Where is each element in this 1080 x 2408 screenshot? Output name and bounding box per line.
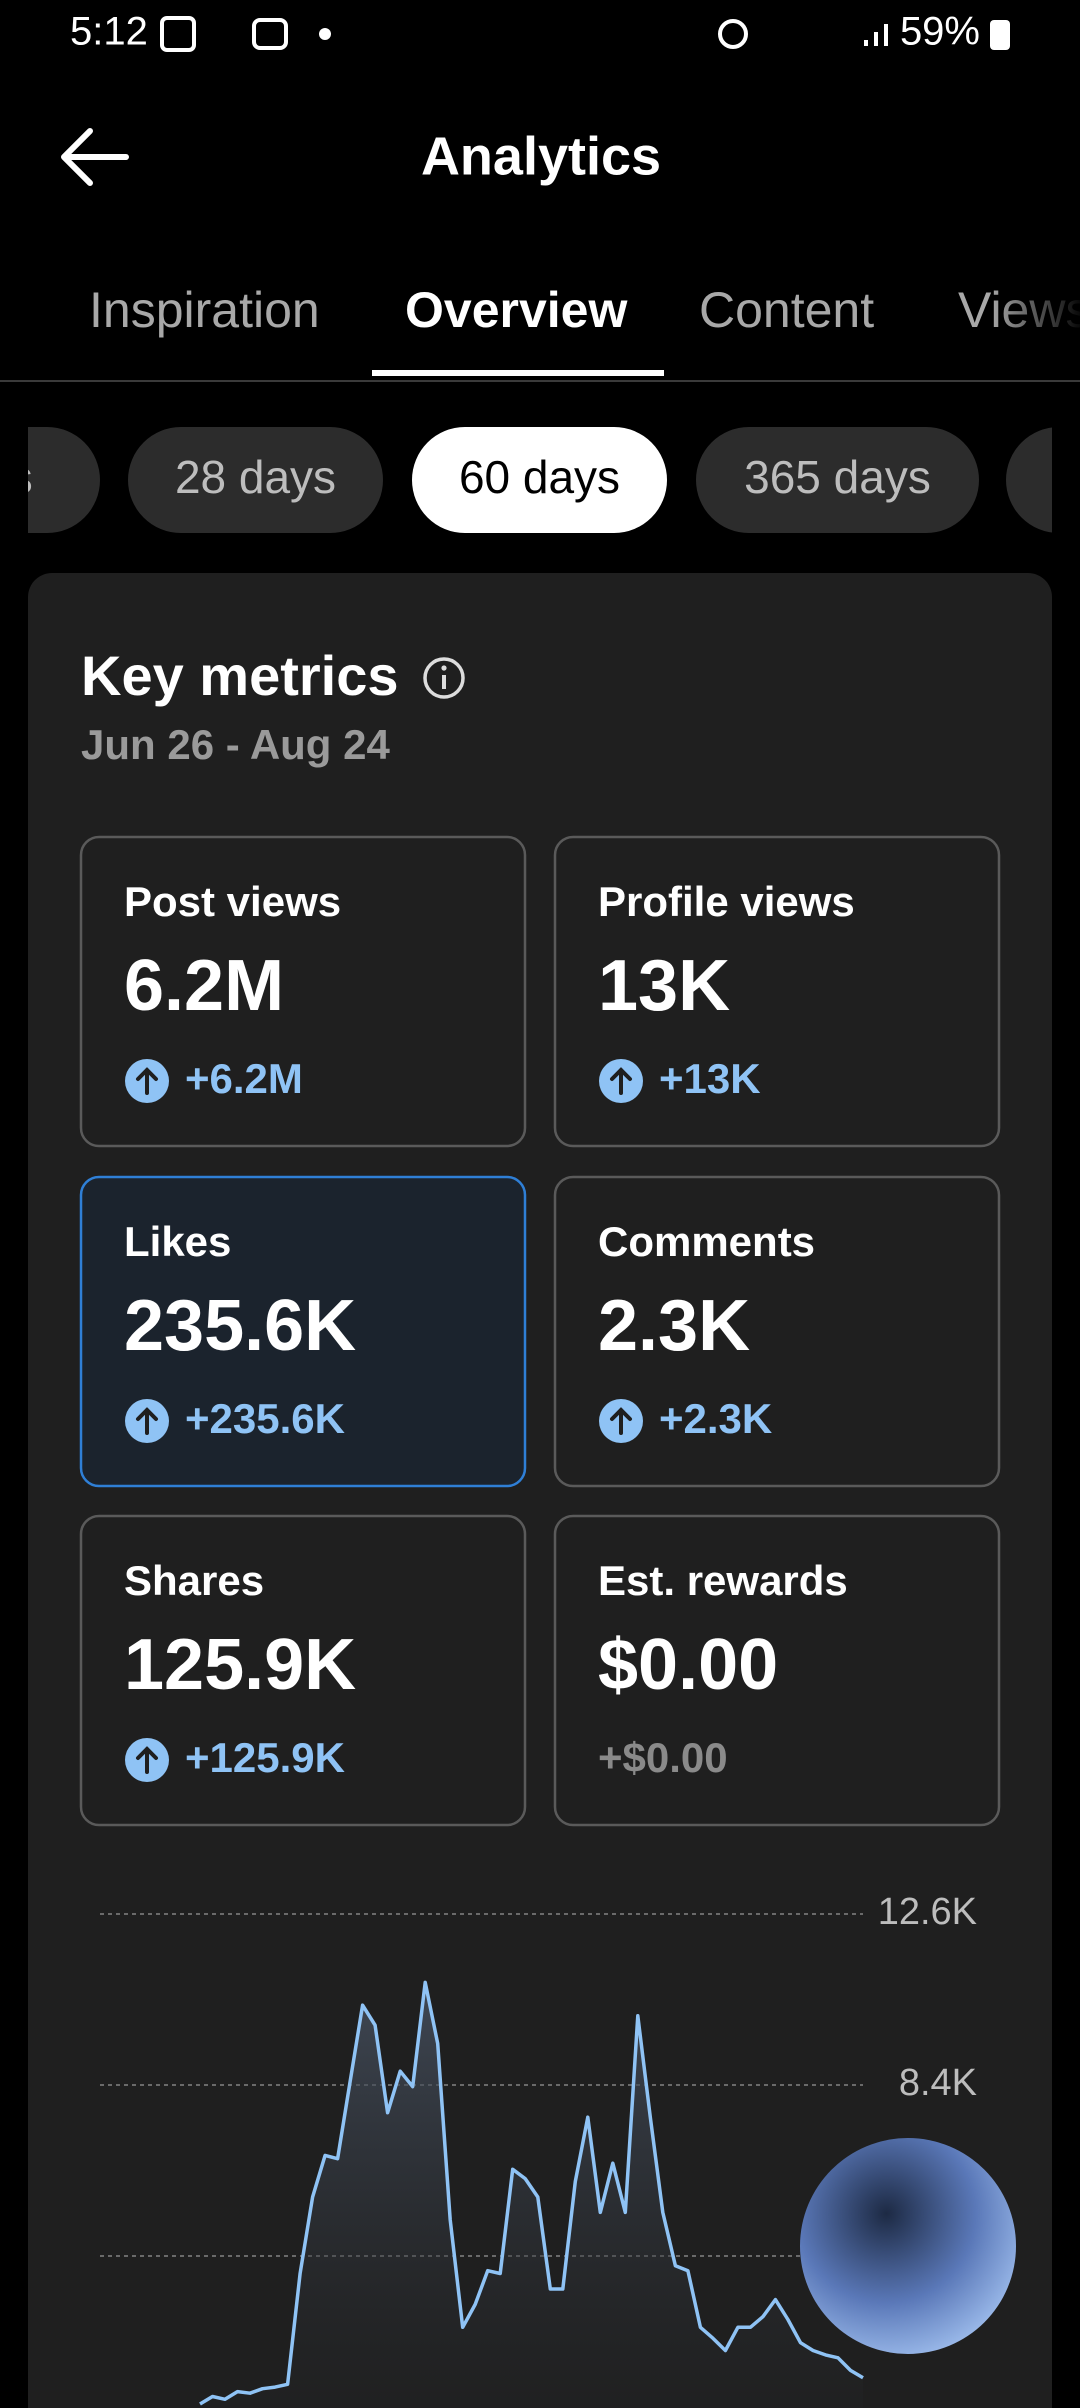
status-time: 5:12 [70, 10, 148, 54]
metric-box[interactable] [79, 1175, 527, 1488]
metric-value: $0.00 [598, 1625, 778, 1705]
date-range: Jun 26 - Aug 24 [81, 721, 390, 768]
metric-value: 125.9K [124, 1625, 356, 1705]
period-pill[interactable] [128, 427, 383, 533]
trend-up-arrow [136, 1746, 158, 1774]
metric-value: 6.2M [124, 946, 284, 1026]
period-label[interactable]: 7 days [0, 451, 33, 503]
y-tick-label: 12.6K [878, 1891, 977, 1933]
tab-bar: InspirationOverviewContentViews [89, 282, 1080, 338]
period-pill[interactable] [696, 427, 979, 533]
tab[interactable]: Inspiration [89, 282, 320, 338]
battery-icon [990, 20, 1010, 50]
tab[interactable]: Content [699, 282, 874, 338]
metric-change: +2.3K [659, 1395, 772, 1442]
metric-box[interactable] [553, 1175, 1001, 1488]
period-pill[interactable] [412, 427, 667, 533]
metric-value: 13K [598, 946, 730, 1026]
period-pills: 7 days 28 days 60 days 365 days [0, 427, 1080, 533]
metric-box[interactable] [553, 835, 1001, 1148]
status-battery-text: 59% [900, 10, 980, 54]
metric-change: +235.6K [185, 1395, 345, 1442]
metric-label: Post views [124, 878, 341, 925]
trend-up-arrow [136, 1067, 158, 1095]
line-area [200, 1982, 863, 2408]
y-tick-label: 8.4K [899, 2062, 977, 2104]
period-pill[interactable] [1006, 427, 1080, 533]
trend-up-arrow [610, 1407, 632, 1435]
trend-up-arrow [610, 1067, 632, 1095]
metric-box[interactable] [79, 835, 527, 1148]
metric-change: +$0.00 [598, 1734, 728, 1781]
status-icons [160, 16, 888, 52]
metric-label: Shares [124, 1557, 264, 1604]
line-series [199, 1980, 864, 2406]
period-label[interactable]: 365 days [744, 451, 931, 503]
floating-assistant-bubble[interactable] [800, 2138, 1016, 2354]
period-label[interactable]: 60 days [459, 451, 620, 503]
metric-label: Est. rewards [598, 1557, 848, 1604]
info-icon[interactable] [423, 657, 465, 699]
metric-change: +13K [659, 1055, 761, 1102]
tab-fade [990, 245, 1080, 375]
period-label[interactable]: 28 days [175, 451, 336, 503]
metric-label: Profile views [598, 878, 855, 925]
metric-label: Likes [124, 1218, 231, 1265]
page-title: Analytics [421, 126, 661, 186]
metric-value: 235.6K [124, 1286, 356, 1366]
back-button[interactable] [61, 128, 129, 186]
tab[interactable]: Overview [405, 282, 627, 338]
metric-grid: Post views 6.2M +6.2M Profile views 13K +13K L… [79, 835, 1001, 1827]
metric-change: +6.2M [185, 1055, 303, 1102]
card-title: Key metrics [81, 644, 399, 707]
metric-change: +125.9K [185, 1734, 345, 1781]
metric-box[interactable] [79, 1514, 527, 1827]
tab-underline [372, 370, 664, 376]
metric-label: Comments [598, 1218, 815, 1265]
metric-value: 2.3K [598, 1286, 750, 1366]
period-pill[interactable] [0, 427, 100, 533]
tab-divider [0, 380, 1080, 382]
metric-box[interactable] [553, 1514, 1001, 1827]
trend-up-arrow [136, 1407, 158, 1435]
